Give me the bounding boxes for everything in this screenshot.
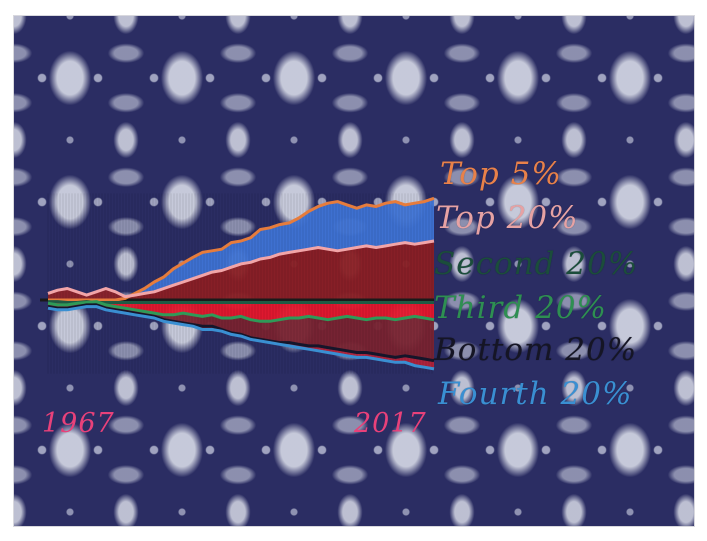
- area-bottom-20-: [48, 301, 434, 361]
- year-start-label: 1967: [42, 408, 115, 439]
- legend-second-20: Second 20%: [434, 246, 639, 282]
- line-top-20-: [47, 239, 435, 299]
- income-stream-chart: [40, 193, 435, 374]
- area-third-20-: [48, 300, 434, 322]
- legend-top-5: Top 5%: [440, 156, 562, 192]
- damask-canvas: Top 5% Top 20% Second 20% Third 20% Bott…: [14, 16, 694, 526]
- legend-fourth-20: Fourth 20%: [438, 376, 633, 412]
- line-top-5-: [48, 196, 435, 302]
- legend-bottom-20: Bottom 20%: [434, 332, 638, 368]
- year-end-label: 2017: [354, 408, 427, 439]
- area-top-20-: [48, 241, 434, 300]
- area-top-5-: [48, 198, 434, 300]
- line-third-20-: [47, 300, 435, 323]
- line-fourth-20-: [47, 305, 435, 371]
- line-second-20-: [48, 300, 434, 304]
- legend-third-20: Third 20%: [434, 290, 607, 326]
- line-bottom-20-: [47, 303, 435, 363]
- legend-top-20: Top 20%: [436, 200, 579, 236]
